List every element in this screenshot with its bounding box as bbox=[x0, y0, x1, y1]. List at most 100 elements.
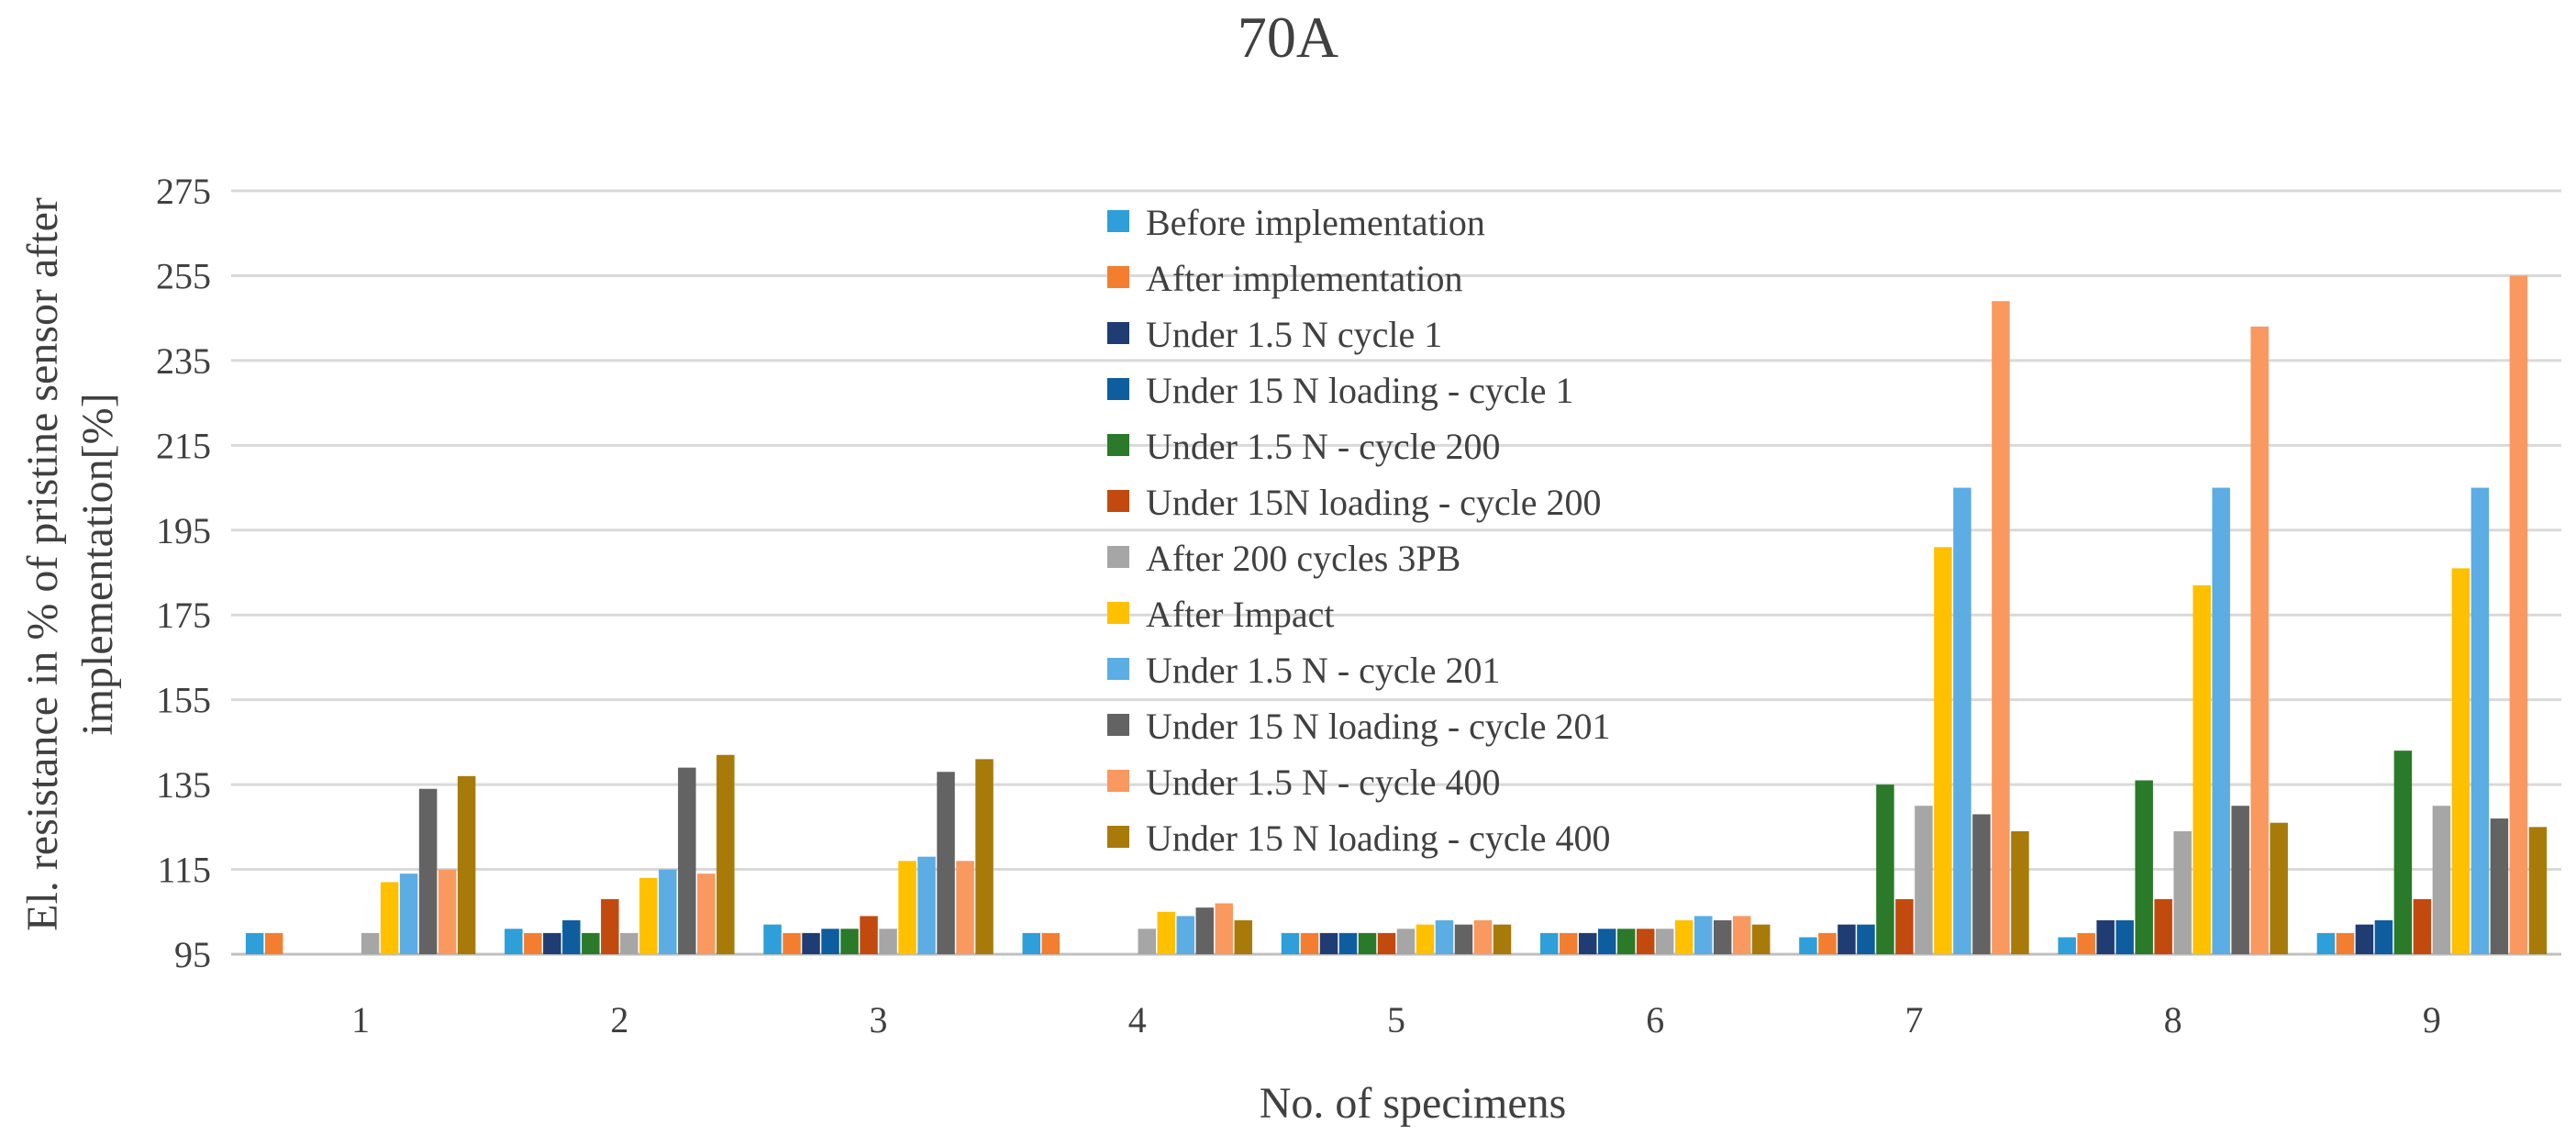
bar-7-specimen-8 bbox=[2173, 830, 2192, 954]
y-tick-label: 175 bbox=[156, 595, 211, 636]
bar-1-specimen-2 bbox=[505, 929, 523, 954]
bar-12-specimen-7 bbox=[2011, 830, 2029, 954]
bar-12-specimen-9 bbox=[2528, 827, 2548, 954]
bar-10-specimen-5 bbox=[1454, 924, 1473, 954]
bar-10-specimen-6 bbox=[1713, 920, 1732, 954]
y-tick-label: 155 bbox=[156, 680, 211, 721]
y-axis-ticks: 95 115 135 155 175 195 215 235 255 275 bbox=[156, 171, 211, 975]
legend-swatch bbox=[1107, 602, 1129, 624]
bar-1-specimen-8 bbox=[2058, 937, 2076, 954]
bar-6-specimen-6 bbox=[1636, 929, 1655, 954]
bar-11-specimen-7 bbox=[1992, 301, 2010, 955]
bar-8-specimen-8 bbox=[2193, 584, 2211, 954]
bar-5-specimen-6 bbox=[1616, 929, 1636, 954]
bar-8-specimen-7 bbox=[1934, 547, 1952, 954]
bar-2-specimen-6 bbox=[1559, 932, 1578, 954]
legend: Before implementation After implementatio… bbox=[1107, 202, 1611, 859]
bar-7-specimen-5 bbox=[1396, 929, 1416, 954]
bar-8-specimen-4 bbox=[1157, 911, 1176, 954]
legend-label: Under 1.5 N - cycle 200 bbox=[1146, 426, 1501, 467]
y-tick-label: 135 bbox=[156, 764, 211, 806]
bar-3-specimen-3 bbox=[802, 932, 820, 954]
bar-4-specimen-9 bbox=[2374, 920, 2393, 954]
y-tick-label: 195 bbox=[156, 510, 211, 551]
x-tick-label: 2 bbox=[610, 999, 628, 1040]
bar-4-specimen-5 bbox=[1338, 932, 1358, 954]
x-tick-label: 8 bbox=[2164, 999, 2182, 1040]
bar-11-specimen-1 bbox=[438, 869, 457, 954]
bar-9-specimen-7 bbox=[1953, 487, 1971, 954]
y-tick-label: 95 bbox=[174, 934, 211, 975]
legend-label: Under 1.5 N - cycle 400 bbox=[1146, 762, 1501, 803]
x-tick-label: 1 bbox=[351, 999, 370, 1040]
bar-6-specimen-9 bbox=[2413, 898, 2432, 954]
legend-swatch bbox=[1107, 770, 1129, 792]
legend-label: Under 1.5 N cycle 1 bbox=[1146, 314, 1442, 355]
gridlines bbox=[231, 189, 2561, 956]
x-tick-label: 3 bbox=[870, 999, 888, 1040]
bar-9-specimen-1 bbox=[399, 873, 418, 954]
bar-8-specimen-9 bbox=[2451, 568, 2471, 954]
bar-1-specimen-1 bbox=[245, 932, 264, 954]
bar-2-specimen-4 bbox=[1041, 932, 1060, 954]
bar-7-specimen-7 bbox=[1915, 806, 1933, 954]
bar-1-specimen-9 bbox=[2316, 932, 2336, 954]
bar-3-specimen-8 bbox=[2096, 920, 2115, 954]
bar-6-specimen-2 bbox=[601, 898, 619, 954]
bar-6-specimen-8 bbox=[2154, 898, 2172, 954]
bar-5-specimen-7 bbox=[1876, 784, 1894, 954]
legend-swatch bbox=[1107, 714, 1129, 736]
bar-9-specimen-2 bbox=[659, 869, 677, 954]
bars bbox=[245, 275, 2548, 955]
y-tick-label: 215 bbox=[156, 425, 211, 466]
legend-swatch bbox=[1107, 658, 1129, 680]
bar-1-specimen-4 bbox=[1022, 932, 1041, 954]
bar-2-specimen-2 bbox=[524, 932, 542, 954]
bar-12-specimen-2 bbox=[716, 754, 735, 954]
bar-9-specimen-3 bbox=[917, 856, 936, 954]
bar-2-specimen-9 bbox=[2336, 932, 2355, 954]
legend-swatch bbox=[1107, 266, 1129, 288]
bar-3-specimen-6 bbox=[1578, 932, 1597, 954]
bar-10-specimen-9 bbox=[2490, 818, 2509, 954]
legend-swatch bbox=[1107, 490, 1129, 512]
bar-7-specimen-1 bbox=[361, 932, 380, 954]
bar-11-specimen-4 bbox=[1215, 903, 1234, 954]
x-tick-label: 4 bbox=[1128, 999, 1147, 1040]
x-tick-label: 5 bbox=[1387, 999, 1405, 1040]
bar-7-specimen-9 bbox=[2432, 806, 2451, 954]
legend-label: Before implementation bbox=[1146, 202, 1485, 243]
bar-12-specimen-8 bbox=[2270, 822, 2288, 954]
bar-8-specimen-6 bbox=[1674, 920, 1693, 954]
legend-swatch bbox=[1107, 826, 1129, 848]
bar-2-specimen-7 bbox=[1818, 932, 1837, 954]
bar-9-specimen-8 bbox=[2212, 487, 2230, 954]
bar-8-specimen-2 bbox=[639, 877, 658, 954]
bar-12-specimen-5 bbox=[1493, 924, 1512, 954]
bar-3-specimen-5 bbox=[1319, 932, 1338, 954]
bar-2-specimen-1 bbox=[264, 932, 283, 954]
y-axis-label: El. resistance in % of pristine sensor a… bbox=[18, 197, 122, 931]
legend-label: Under 15N loading - cycle 200 bbox=[1146, 482, 1602, 523]
bar-1-specimen-3 bbox=[763, 924, 782, 954]
bar-5-specimen-9 bbox=[2393, 751, 2413, 954]
bar-7-specimen-4 bbox=[1138, 929, 1157, 954]
bar-10-specimen-7 bbox=[1972, 814, 1991, 954]
y-tick-label: 275 bbox=[156, 171, 211, 212]
bar-6-specimen-3 bbox=[860, 916, 878, 954]
legend-swatch bbox=[1107, 378, 1129, 400]
bar-3-specimen-7 bbox=[1838, 924, 1856, 954]
legend-swatch bbox=[1107, 546, 1129, 568]
bar-9-specimen-9 bbox=[2471, 487, 2490, 954]
bar-10-specimen-8 bbox=[2231, 806, 2249, 954]
bar-10-specimen-3 bbox=[937, 772, 955, 954]
y-axis-label-line-1: El. resistance in % of pristine sensor a… bbox=[18, 197, 67, 931]
bar-10-specimen-2 bbox=[678, 767, 696, 954]
y-tick-label: 115 bbox=[157, 850, 211, 891]
legend-swatch bbox=[1107, 322, 1129, 344]
bar-1-specimen-5 bbox=[1281, 932, 1300, 954]
y-tick-label: 255 bbox=[156, 255, 211, 296]
x-axis-label: No. of specimens bbox=[1260, 1079, 1567, 1128]
y-tick-label: 235 bbox=[156, 340, 211, 382]
